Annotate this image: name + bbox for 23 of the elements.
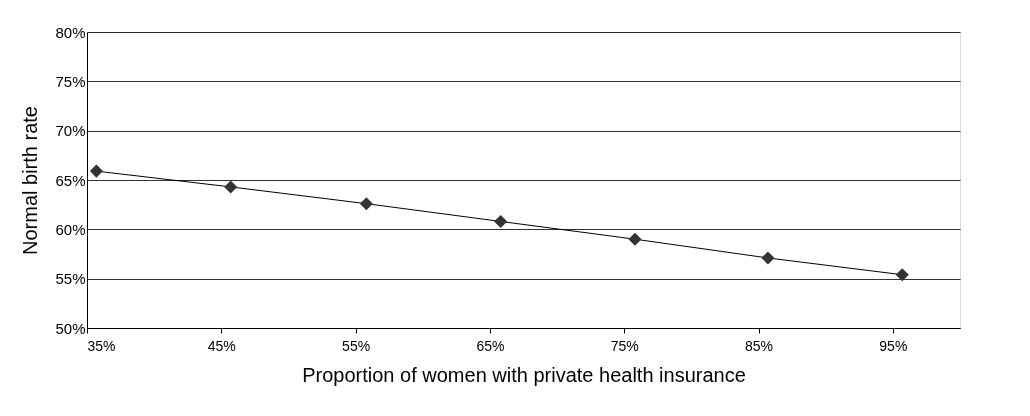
point xyxy=(895,268,909,282)
y-axis-title: Normal birth rate xyxy=(19,106,42,255)
x-tick-label: 95% xyxy=(879,337,908,354)
x-axis-title: Proportion of women with private health insurance xyxy=(302,363,746,386)
x-tick-label: 65% xyxy=(476,337,505,354)
point xyxy=(761,251,775,265)
y-tick-label: 80% xyxy=(55,23,86,41)
y-tick-label: 55% xyxy=(55,270,86,288)
y-tick-label: 65% xyxy=(55,171,86,189)
y-tick-label: 60% xyxy=(55,220,86,238)
x-tick-label: 35% xyxy=(87,337,116,354)
y-tick-label: 50% xyxy=(55,319,86,337)
point xyxy=(359,197,373,211)
x-tick-label: 45% xyxy=(207,337,236,354)
x-tick-label: 75% xyxy=(610,337,639,354)
point xyxy=(628,232,642,246)
x-tick-label: 55% xyxy=(342,337,371,354)
point xyxy=(224,180,238,194)
point xyxy=(89,164,103,178)
y-tick-label: 75% xyxy=(55,72,86,90)
y-tick-label: 70% xyxy=(55,122,86,140)
x-tick-label: 85% xyxy=(745,337,774,354)
point xyxy=(494,214,508,228)
